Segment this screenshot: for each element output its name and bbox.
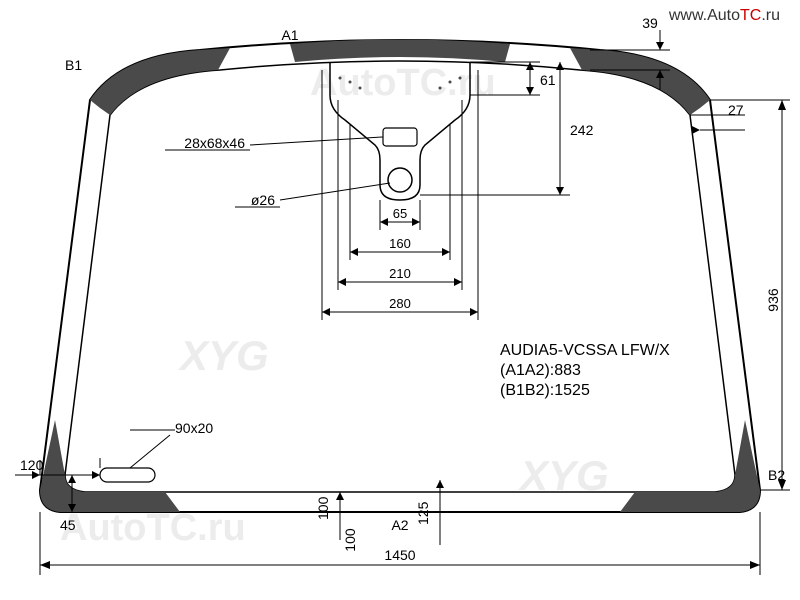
watermark-autotc: AutoTC.ru <box>310 62 496 104</box>
svg-text:27: 27 <box>728 102 744 118</box>
svg-text:45: 45 <box>60 517 76 533</box>
part-line3: (B1B2):1525 <box>500 382 590 399</box>
dim-125: 125 <box>415 480 444 545</box>
svg-text:1450: 1450 <box>384 547 415 563</box>
svg-text:936: 936 <box>765 288 781 312</box>
label-a2: A2 <box>391 517 408 533</box>
vin-window <box>100 468 155 482</box>
url-prefix: www.Auto <box>668 7 740 24</box>
dim-height-936: 936 <box>710 100 790 490</box>
svg-text:242: 242 <box>570 122 594 138</box>
part-line2: (A1A2):883 <box>500 362 581 379</box>
svg-text:ø26: ø26 <box>251 192 275 208</box>
frit-bottom-left <box>40 420 180 512</box>
dim-65: 65 <box>380 200 420 230</box>
svg-text:28x68x46: 28x68x46 <box>184 135 245 151</box>
part-number: AUDIA5-VCSSA LFW/X <box>500 342 670 359</box>
frit-top-center <box>290 40 510 63</box>
leader-90x20: 90x20 <box>130 420 213 468</box>
svg-text:100: 100 <box>315 496 331 520</box>
svg-text:90x20: 90x20 <box>175 420 213 436</box>
label-a1: A1 <box>281 27 298 43</box>
label-b1: B1 <box>65 57 82 73</box>
svg-text:39: 39 <box>642 15 658 31</box>
svg-text:280: 280 <box>389 296 411 311</box>
svg-text:120: 120 <box>20 457 44 473</box>
url-red: TC <box>740 7 761 24</box>
svg-text:210: 210 <box>389 266 411 281</box>
svg-text:61: 61 <box>540 72 556 88</box>
frit-bottom-right <box>620 420 760 512</box>
leader-diam26: ø26 <box>235 183 390 208</box>
windshield-diagram: XYG XYG AutoTC.ru AutoTC.ru www.AutoTC.r… <box>0 0 800 600</box>
svg-text:125: 125 <box>415 501 431 525</box>
rain-sensor <box>388 168 412 192</box>
mirror-mount <box>383 128 417 146</box>
watermark-xyg: XYG <box>178 332 269 379</box>
url: www.AutoTC.ru <box>668 7 780 24</box>
watermark-autotc2: AutoTC.ru <box>60 507 246 549</box>
svg-text:65: 65 <box>393 206 407 221</box>
svg-text:100: 100 <box>342 528 358 552</box>
diagram-container: XYG XYG AutoTC.ru AutoTC.ru www.AutoTC.r… <box>0 0 800 600</box>
url-suffix: .ru <box>761 7 780 24</box>
dim-100: 100 100 <box>315 492 358 552</box>
svg-text:160: 160 <box>389 236 411 251</box>
